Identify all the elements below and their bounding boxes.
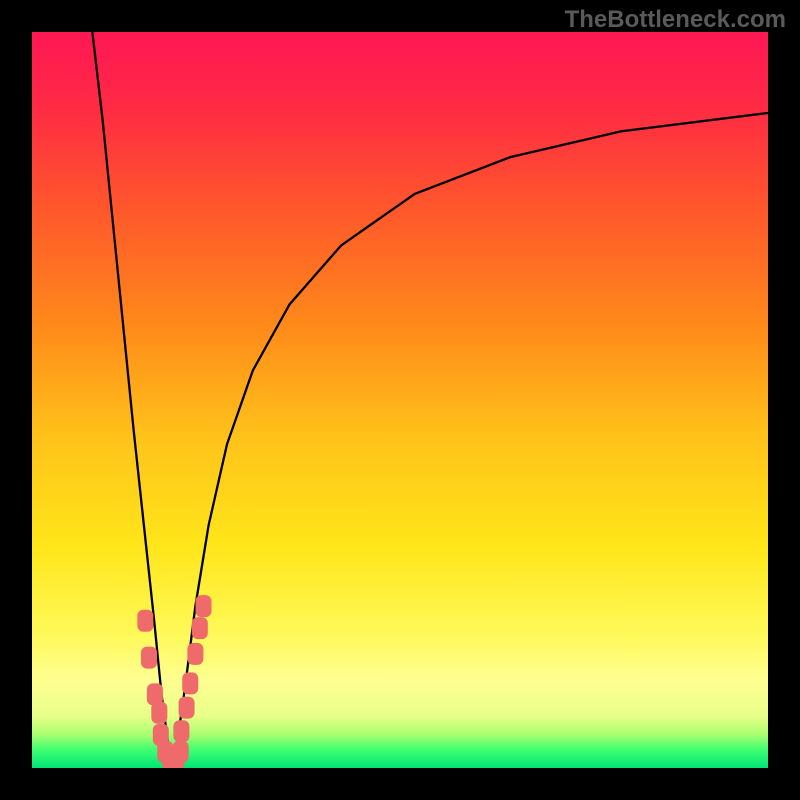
data-marker [187, 643, 203, 665]
plot-svg [32, 32, 768, 768]
data-marker [151, 702, 167, 724]
data-marker [179, 697, 195, 719]
chart-frame: TheBottleneck.com [0, 0, 800, 800]
data-marker [182, 672, 198, 694]
watermark-text: TheBottleneck.com [565, 6, 786, 34]
data-marker [173, 741, 189, 763]
data-marker [195, 595, 211, 617]
data-marker [173, 720, 189, 742]
data-marker [141, 647, 157, 669]
data-marker [137, 610, 153, 632]
data-marker [192, 617, 208, 639]
